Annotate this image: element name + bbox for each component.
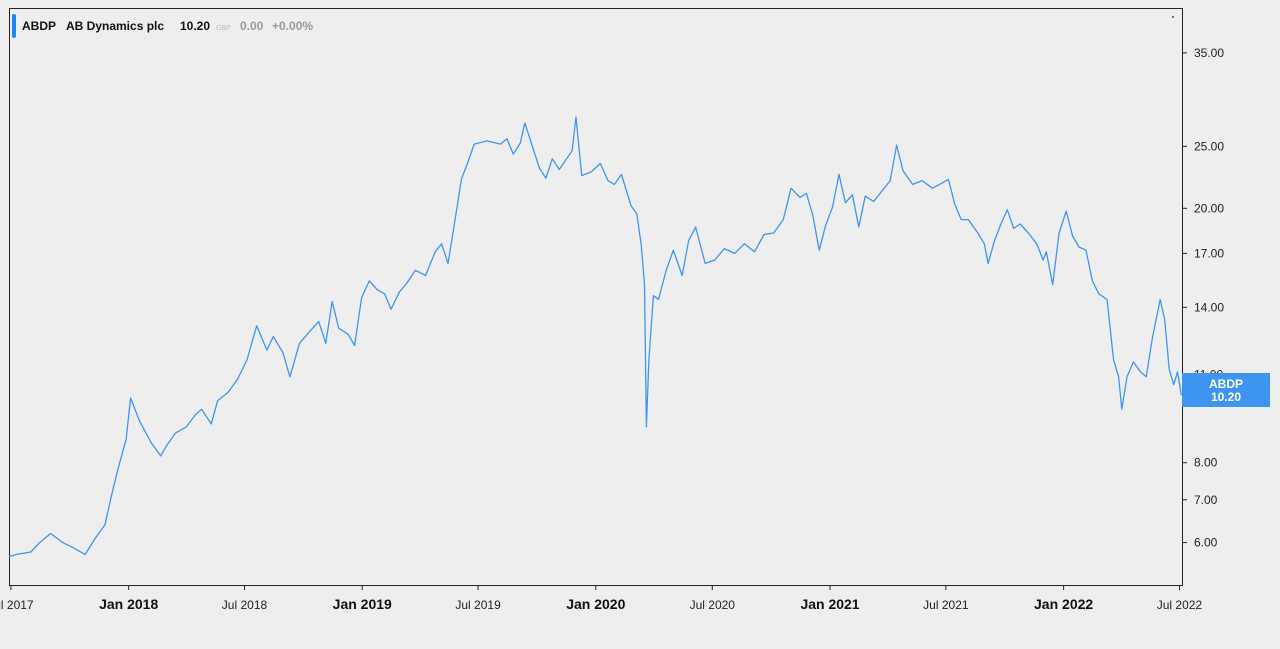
x-tick-label: Jul 2020 (690, 598, 736, 612)
series-line-abdp (8, 116, 1183, 558)
y-tick-label: 6.00 (1194, 536, 1218, 550)
header-price: 10.20 (180, 19, 210, 33)
x-tick-label: Jul 2018 (222, 598, 268, 612)
y-tick-label: 35.00 (1194, 46, 1224, 60)
x-tick-label: Jan 2020 (566, 596, 625, 612)
plot-frame (9, 8, 1183, 586)
header-currency: GBP (216, 25, 231, 32)
y-tick-label: 7.00 (1194, 493, 1218, 507)
y-tick-label: 8.00 (1194, 456, 1218, 470)
x-tick-label: Jan 2022 (1034, 596, 1093, 612)
y-tick-label: 14.00 (1194, 300, 1224, 314)
x-axis: Jul 2017 Jan 2018 Jul 2018 Jan 2019 Jul 2019… (0, 585, 1202, 612)
x-tick-label: Jan 2021 (800, 596, 859, 612)
x-tick-label: Jul 2019 (455, 598, 501, 612)
last-price-label-value: 10.20 (1211, 390, 1241, 404)
series-layer (8, 116, 1183, 558)
y-tick-label: 17.00 (1194, 246, 1224, 260)
header-ticker: ABDP (22, 19, 56, 33)
y-tick-label: 20.00 (1194, 201, 1224, 215)
last-price-label: ABDP 10.20 (1182, 373, 1270, 407)
x-tick-label: Jan 2019 (333, 596, 392, 612)
ticker-accent-bar (12, 14, 16, 38)
last-price-label-ticker: ABDP (1209, 377, 1243, 391)
corner-dot (1172, 16, 1174, 18)
y-tick-label: 25.00 (1194, 139, 1224, 153)
x-tick-label: Jan 2018 (99, 596, 158, 612)
y-axis: 6.007.008.0011.0014.0017.0020.0025.0035.… (1182, 46, 1224, 550)
x-tick-label: Jul 2022 (1157, 598, 1203, 612)
header-change: 0.00 (240, 19, 264, 33)
x-tick-label: Jul 2021 (923, 598, 969, 612)
last-price-label-bg (1182, 373, 1270, 407)
header-company: AB Dynamics plc (66, 19, 164, 33)
header-change-pct: +0.00% (272, 19, 313, 33)
x-tick-label: Jul 2017 (0, 598, 34, 612)
